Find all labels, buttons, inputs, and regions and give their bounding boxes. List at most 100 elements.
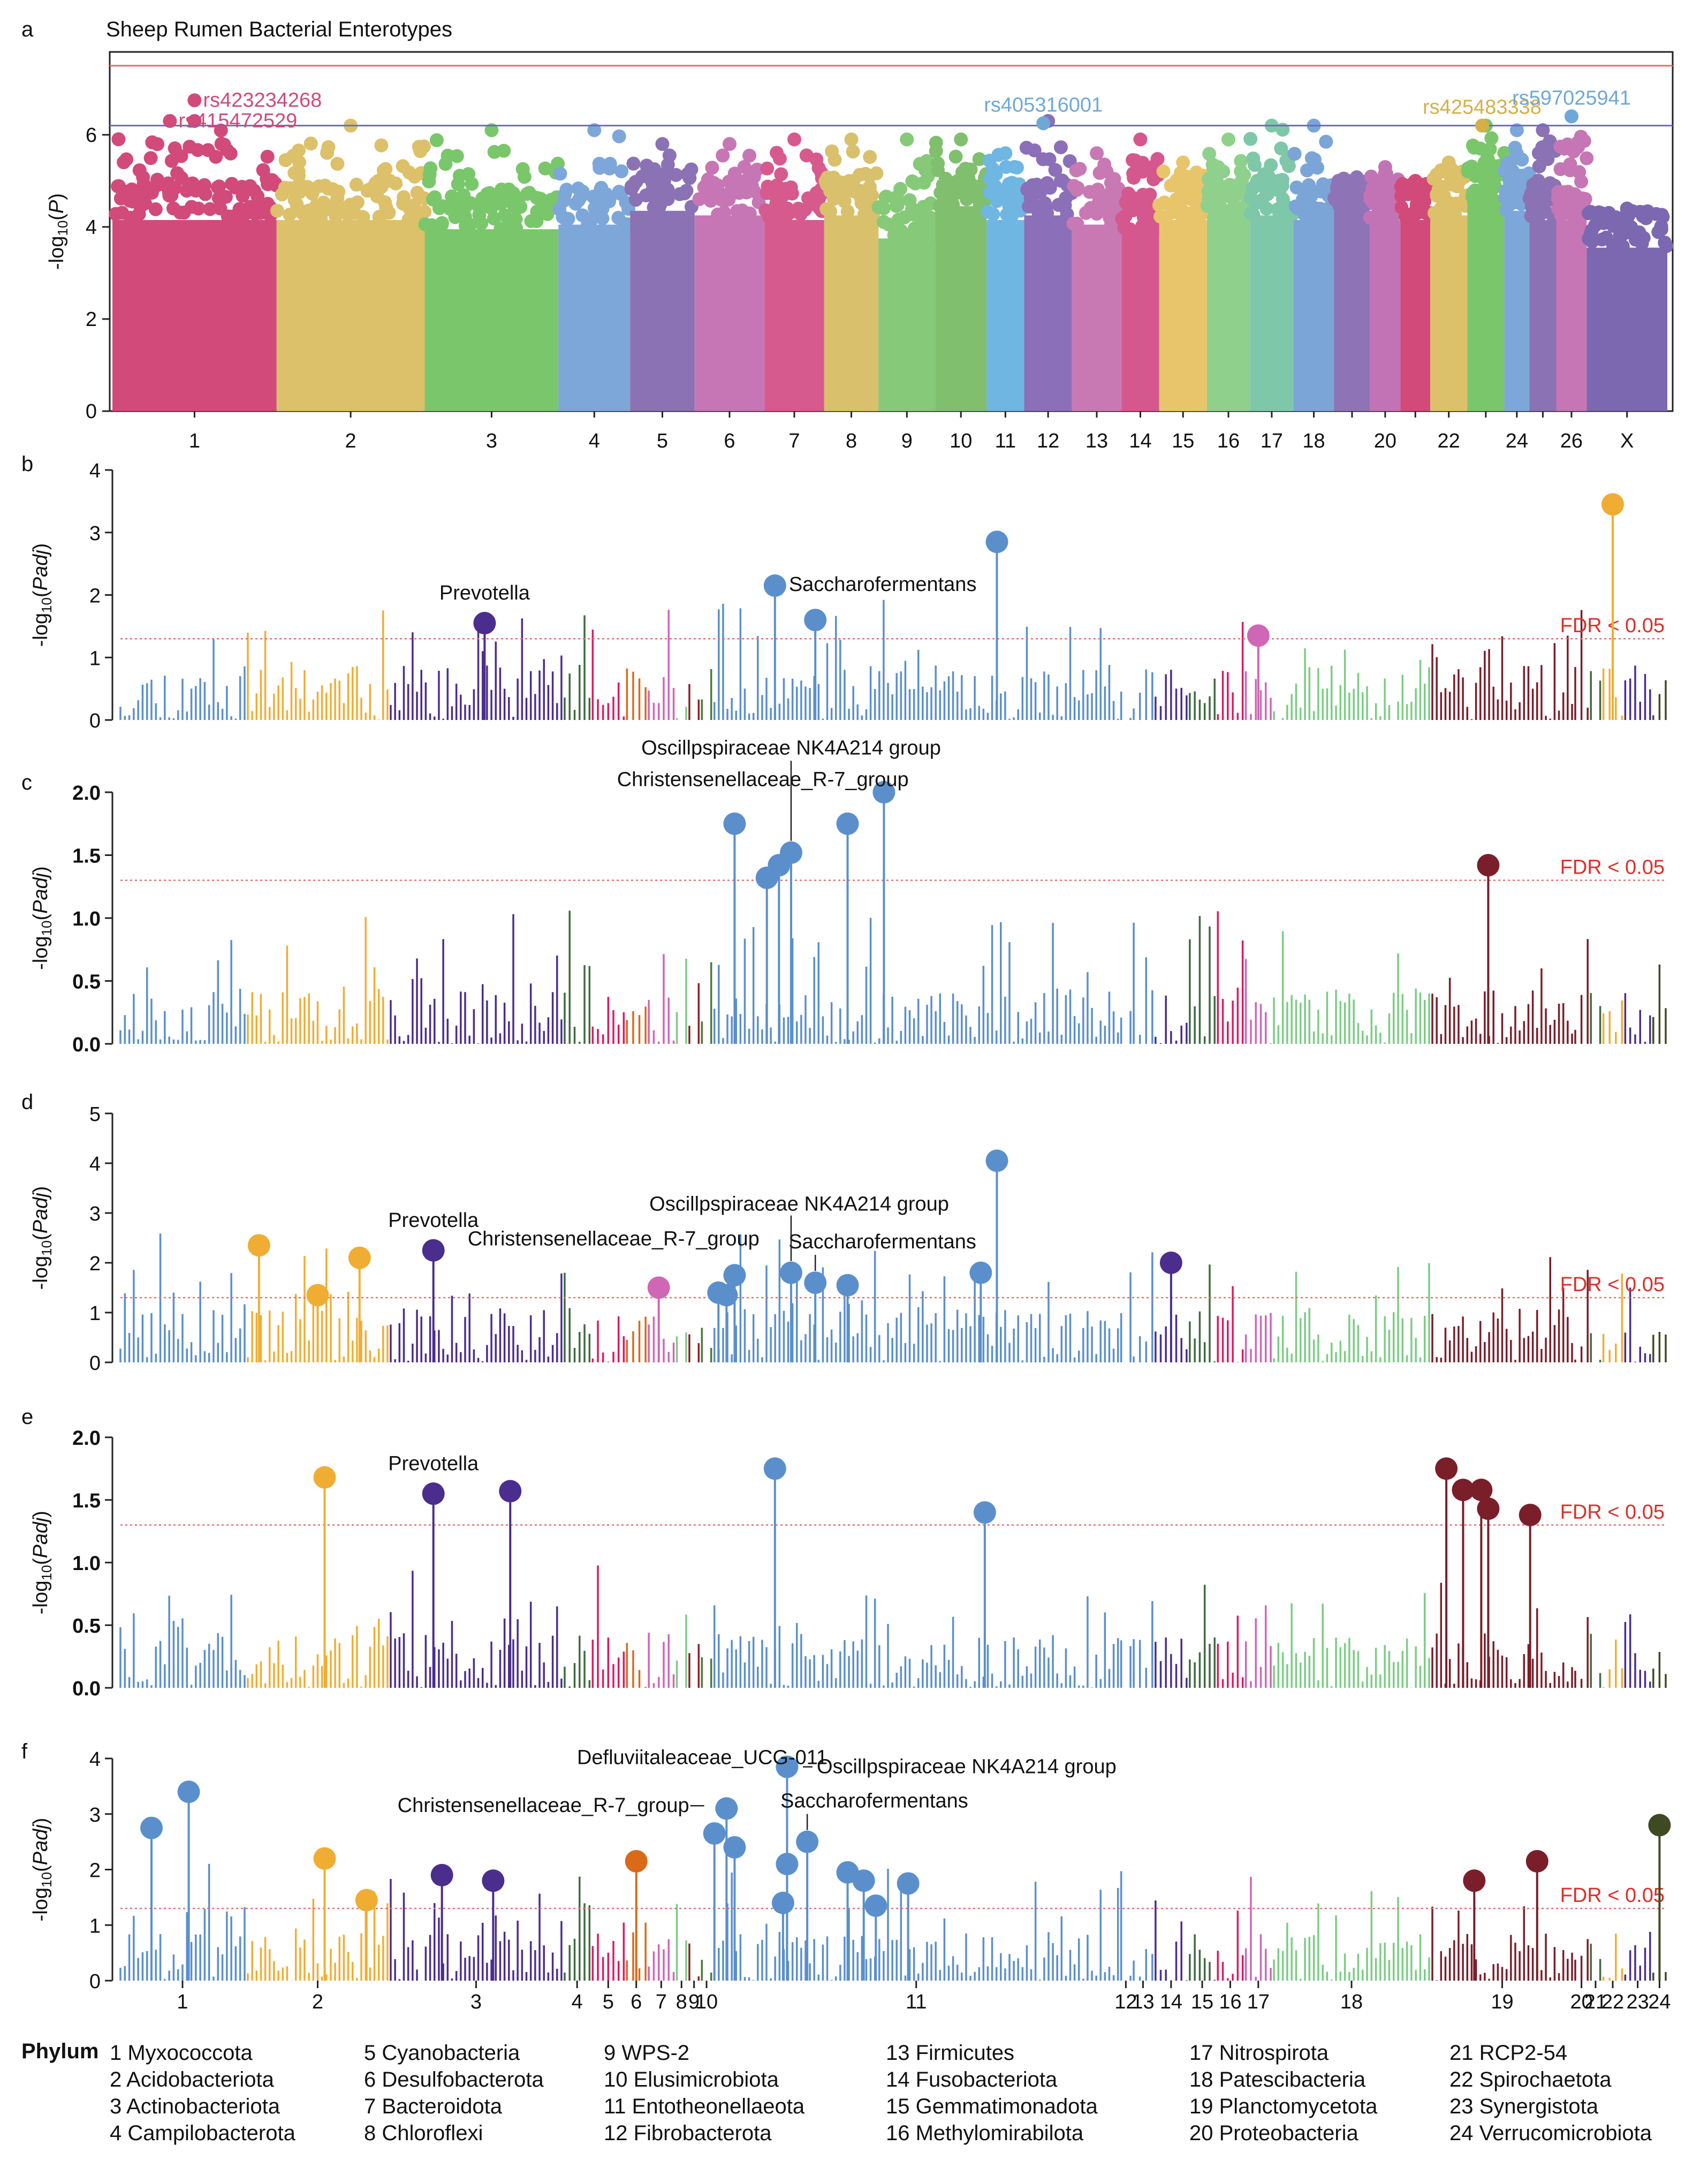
phylum-22-bars bbox=[1602, 1639, 1623, 1688]
point-band bbox=[1024, 215, 1072, 411]
y-tick-label: 4 bbox=[89, 1153, 101, 1176]
legend-entry: 9 WPS-2 bbox=[604, 2041, 690, 2065]
snp-point bbox=[1287, 147, 1302, 161]
snp-point-top bbox=[1536, 123, 1550, 138]
snp-point-top bbox=[655, 137, 670, 151]
snp-point bbox=[515, 162, 530, 176]
phylum-5-bars bbox=[591, 997, 625, 1044]
snp-point bbox=[1601, 206, 1616, 220]
y-tick-label: 3 bbox=[89, 1804, 101, 1826]
snp-point bbox=[778, 212, 793, 226]
phylum-tick-label: 19 bbox=[1491, 1991, 1513, 2013]
snp-point bbox=[349, 177, 363, 192]
snp-point bbox=[590, 200, 604, 215]
snp-point bbox=[314, 212, 328, 226]
snp-point bbox=[1341, 199, 1356, 213]
snp-point bbox=[761, 179, 775, 194]
phylum-10-bars bbox=[701, 1657, 712, 1688]
phylum-17-bars bbox=[1244, 671, 1272, 720]
phylum-7-bars bbox=[648, 954, 675, 1044]
snp-point bbox=[115, 206, 130, 220]
snp-point bbox=[611, 210, 626, 225]
snp-highlight bbox=[187, 93, 202, 108]
phylum-3-bars bbox=[390, 1571, 563, 1688]
snp-point bbox=[1128, 191, 1142, 206]
snp-point bbox=[330, 157, 345, 171]
phylum-20-bars bbox=[1574, 1617, 1589, 1688]
phylum-12-bars bbox=[1120, 1640, 1132, 1688]
peak-marker bbox=[1247, 624, 1270, 647]
snp-point bbox=[1221, 203, 1236, 218]
snp-point bbox=[1466, 138, 1480, 153]
snp-point bbox=[716, 148, 730, 163]
legend-column: 21 RCP2-54 22 Spirochaetota 23 Synergist… bbox=[1449, 2040, 1652, 2147]
phylum-11-bars bbox=[713, 1595, 1119, 1688]
snp-point bbox=[1617, 226, 1631, 240]
snp-point-top bbox=[187, 114, 202, 128]
y-tick-label: 0.0 bbox=[72, 1034, 101, 1056]
snp-label: rs415472529 bbox=[178, 110, 297, 132]
snp-point bbox=[1582, 231, 1596, 246]
snp-point bbox=[556, 210, 570, 224]
phylum-4-bars bbox=[564, 1272, 591, 1362]
legend-entry: 8 Chloroflexi bbox=[364, 2121, 483, 2145]
peak-marker bbox=[973, 1501, 996, 1524]
y-tick-label: 4 bbox=[89, 1748, 101, 1771]
fdr-label: FDR < 0.05 bbox=[1560, 1273, 1665, 1296]
phylum-23-bars bbox=[1624, 1287, 1651, 1362]
legend-column: 1 Myxococcota 2 Acidobacteriota 3 Actino… bbox=[110, 2040, 295, 2147]
snp-point-top bbox=[1221, 132, 1236, 147]
chromosome-26-points bbox=[1551, 109, 1594, 411]
snp-point bbox=[1365, 181, 1379, 195]
phylum-18-bars bbox=[1273, 931, 1430, 1044]
chromosome-4-points bbox=[552, 123, 636, 411]
snp-label: rs423234268 bbox=[203, 89, 322, 111]
snp-point bbox=[1486, 192, 1500, 207]
legend-entry: 2 Acidobacteriota bbox=[110, 2068, 274, 2091]
snp-point bbox=[1089, 207, 1104, 221]
peak-marker bbox=[355, 1889, 378, 1912]
point-band bbox=[1072, 224, 1122, 411]
snp-point bbox=[972, 152, 986, 166]
phylum-tick-label: 4 bbox=[572, 1991, 583, 2013]
snp-point bbox=[1031, 204, 1045, 219]
snp-point bbox=[741, 207, 755, 222]
phylum-3-bars bbox=[390, 1878, 563, 1981]
snp-point bbox=[211, 191, 226, 206]
y-tick-label: 0.0 bbox=[72, 1678, 101, 1700]
y-tick-label: 0 bbox=[86, 400, 97, 423]
snp-point bbox=[1477, 161, 1491, 175]
genus-label: Saccharofermentans bbox=[788, 1231, 976, 1253]
phylum-3-bars bbox=[390, 1273, 563, 1362]
snp-point bbox=[1135, 156, 1150, 170]
peak-marker bbox=[1159, 1252, 1182, 1274]
point-band bbox=[1334, 210, 1370, 411]
snp-point bbox=[1261, 187, 1275, 201]
snp-point bbox=[742, 148, 757, 163]
snp-point bbox=[221, 209, 235, 224]
chromosome-24-points bbox=[1498, 123, 1536, 411]
snp-point bbox=[553, 166, 567, 181]
point-band bbox=[986, 219, 1024, 411]
snp-point bbox=[229, 180, 243, 195]
x-tick-label: 6 bbox=[724, 430, 735, 452]
snp-point bbox=[791, 201, 806, 216]
snp-point bbox=[1289, 180, 1304, 195]
phylum-10-bars bbox=[701, 669, 712, 720]
phylum-17-bars bbox=[1244, 959, 1272, 1044]
snp-point bbox=[1173, 166, 1188, 180]
phylum-3-bars bbox=[390, 914, 563, 1044]
snp-point bbox=[148, 202, 163, 216]
snp-point bbox=[1539, 145, 1553, 160]
snp-point bbox=[435, 216, 449, 230]
snp-point bbox=[672, 187, 687, 201]
snp-point bbox=[181, 179, 196, 194]
legend-entry: 13 Firmicutes bbox=[886, 2041, 1015, 2065]
snp-point bbox=[453, 199, 467, 214]
y-tick-label: 0.5 bbox=[72, 971, 101, 994]
chromosome-22-points bbox=[1426, 155, 1474, 411]
chromosome-25-points bbox=[1522, 123, 1563, 411]
snp-point bbox=[1153, 209, 1168, 224]
snp-point bbox=[624, 179, 639, 194]
phylum-4-bars bbox=[564, 1876, 591, 1981]
